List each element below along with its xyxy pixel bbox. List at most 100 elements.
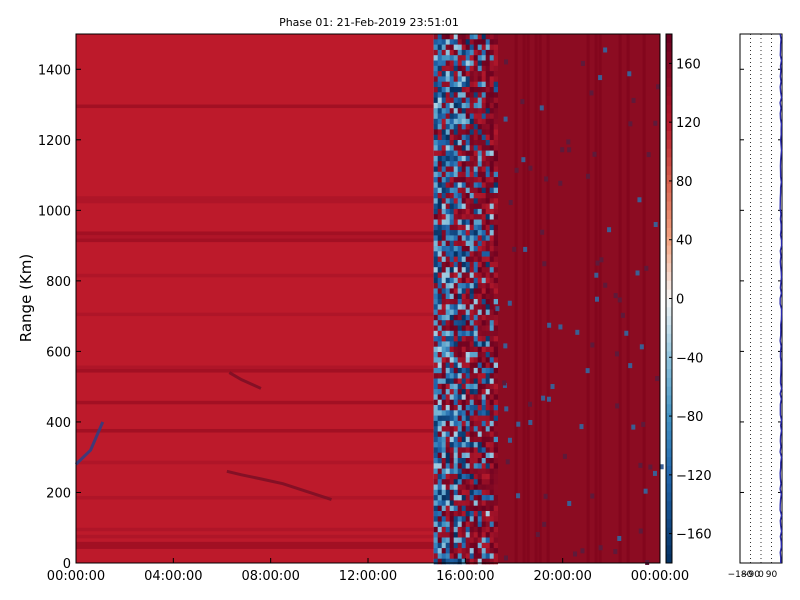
noise-cell xyxy=(477,118,482,125)
noise-cell xyxy=(489,362,494,369)
noise-cell xyxy=(469,516,474,522)
noise-cell xyxy=(493,198,498,204)
noise-cell xyxy=(461,532,466,538)
noise-cell xyxy=(453,203,458,210)
texture-dot xyxy=(631,97,636,103)
noise-cell xyxy=(441,378,446,385)
noise-cell xyxy=(457,505,462,512)
colorbar-segment xyxy=(666,263,672,273)
noise-cell xyxy=(453,548,458,554)
noise-cell xyxy=(433,352,438,358)
noise-cell xyxy=(461,362,466,369)
noise-cell xyxy=(437,473,442,480)
noise-cell xyxy=(473,60,478,67)
noise-cell xyxy=(449,330,454,337)
noise-cell xyxy=(461,357,466,363)
noise-cell xyxy=(469,542,474,549)
noise-cell xyxy=(457,399,462,406)
noise-cell xyxy=(449,240,454,247)
noise-cell xyxy=(473,521,478,528)
noise-cell xyxy=(477,140,482,146)
noise-cell xyxy=(481,39,486,45)
noise-cell xyxy=(493,526,498,533)
noise-cell xyxy=(445,272,450,279)
noise-cell xyxy=(477,362,482,369)
noise-cell xyxy=(481,288,486,294)
noise-cell xyxy=(437,420,442,427)
noise-cell xyxy=(437,436,442,443)
y-tick-label: 600 xyxy=(46,345,71,360)
noise-cell xyxy=(437,330,442,337)
noise-cell xyxy=(445,548,450,554)
noise-cell xyxy=(489,415,494,422)
noise-cell xyxy=(441,81,446,88)
noise-cell xyxy=(441,44,446,51)
noise-cell xyxy=(445,177,450,183)
noise-cell xyxy=(485,293,490,300)
noise-cell xyxy=(477,431,482,438)
noise-cell xyxy=(453,277,458,284)
colorbar-segment xyxy=(666,448,672,458)
noise-cell xyxy=(485,357,490,363)
colorbar-segment xyxy=(666,395,672,405)
noise-cell xyxy=(485,511,490,517)
noise-cell xyxy=(461,426,466,432)
noise-cell xyxy=(449,171,454,178)
noise-cell xyxy=(441,526,446,533)
noise-cell xyxy=(461,394,466,400)
noise-cell xyxy=(481,65,486,72)
noise-cell xyxy=(473,240,478,247)
noise-cell xyxy=(453,447,458,453)
noise-cell xyxy=(445,166,450,173)
noise-cell xyxy=(457,442,462,448)
noise-cell xyxy=(461,235,466,241)
noise-cell xyxy=(445,97,450,104)
noise-cell xyxy=(457,447,462,453)
noise-cell xyxy=(481,44,486,51)
noise-cell xyxy=(485,208,490,215)
texture-dot xyxy=(614,351,619,357)
noise-cell xyxy=(477,489,482,496)
noise-cell xyxy=(453,193,458,199)
noise-cell xyxy=(469,553,474,559)
noise-cell xyxy=(449,314,454,321)
noise-cell xyxy=(433,60,438,67)
noise-cell xyxy=(453,272,458,279)
colorbar-segment xyxy=(666,201,672,211)
texture-dot xyxy=(580,548,585,554)
noise-cell xyxy=(453,463,458,469)
noise-cell xyxy=(493,505,498,512)
noise-cell xyxy=(461,458,466,464)
y-tick-label: 0 xyxy=(63,557,71,572)
texture-dot xyxy=(512,246,517,252)
noise-cell xyxy=(441,304,446,310)
noise-cell xyxy=(481,124,486,130)
noise-cell xyxy=(465,251,470,257)
colorbar-segment xyxy=(666,69,672,79)
noise-cell xyxy=(441,230,446,236)
noise-cell xyxy=(433,261,438,268)
noise-cell xyxy=(485,102,490,109)
noise-cell xyxy=(461,171,466,178)
noise-cell xyxy=(469,420,474,427)
noise-cell xyxy=(445,426,450,432)
noise-cell xyxy=(469,246,474,252)
y-axis-label: Range (Km) xyxy=(17,254,35,342)
noise-cell xyxy=(493,452,498,459)
noise-cell xyxy=(457,39,462,45)
noise-cell xyxy=(481,532,486,538)
noise-cell xyxy=(473,399,478,406)
noise-cell xyxy=(461,505,466,512)
noise-cell xyxy=(445,367,450,374)
noise-cell xyxy=(461,55,466,61)
noise-cell xyxy=(469,299,474,305)
noise-cell xyxy=(489,314,494,321)
noise-cell xyxy=(489,261,494,268)
noise-cell xyxy=(457,60,462,67)
noise-cell xyxy=(489,219,494,226)
noise-cell xyxy=(473,177,478,183)
noise-cell xyxy=(449,230,454,236)
noise-cell xyxy=(477,193,482,199)
noise-cell xyxy=(477,330,482,337)
noise-cell xyxy=(461,246,466,252)
